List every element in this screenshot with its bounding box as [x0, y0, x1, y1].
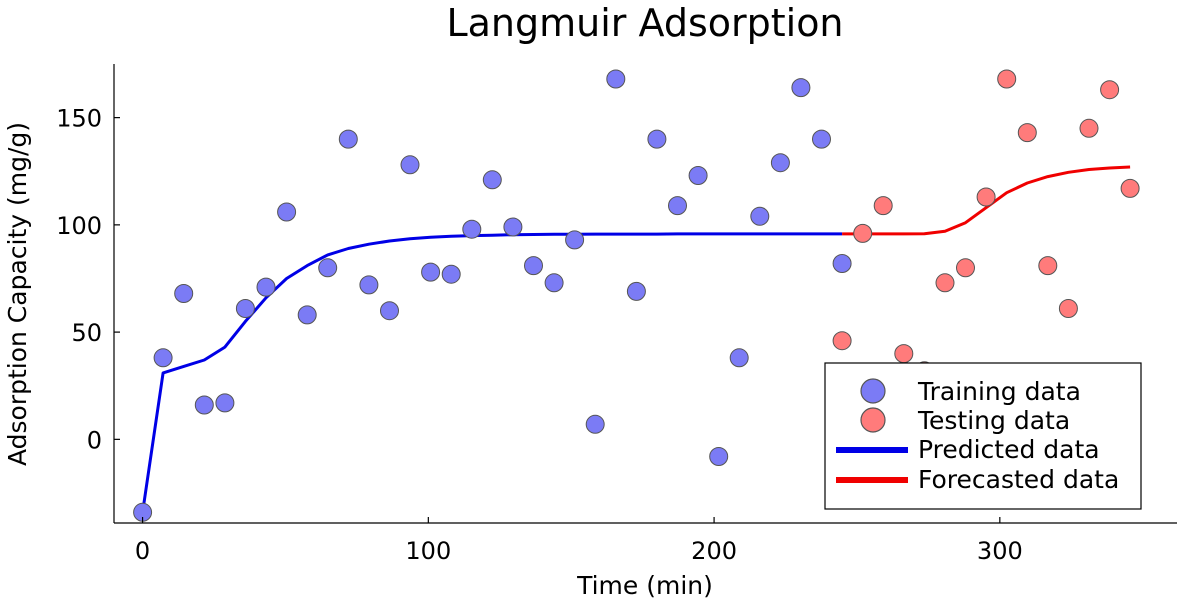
- data-point-training-data: [400, 155, 420, 175]
- data-point-training-data: [565, 230, 585, 250]
- data-point-training-data: [256, 277, 276, 297]
- data-point-training-data: [338, 129, 358, 149]
- legend-label-training: Training data: [917, 377, 1081, 406]
- data-point-training-data: [585, 414, 605, 434]
- x-tick-label: 300: [977, 537, 1023, 565]
- data-point-training-data: [729, 348, 749, 368]
- y-tick-label: 0: [87, 426, 102, 454]
- data-point-testing-data: [976, 187, 996, 207]
- series-line-forecasted-data: [842, 165, 1131, 236]
- data-point-training-data: [194, 395, 214, 415]
- ticks: 0 100 200 300 0 50 100 150: [56, 105, 1023, 565]
- data-point-training-data: [626, 281, 646, 301]
- data-point-training-data: [318, 258, 338, 278]
- data-point-testing-data: [894, 344, 914, 364]
- data-point-training-data: [297, 305, 317, 325]
- legend-label-testing: Testing data: [917, 406, 1070, 435]
- data-point-testing-data: [935, 273, 955, 293]
- data-point-training-data: [441, 264, 461, 284]
- y-tick-label: 50: [71, 319, 102, 347]
- legend: Training data Testing data Predicted dat…: [824, 362, 1142, 510]
- legend-label-forecasted: Forecasted data: [918, 465, 1119, 494]
- data-point-training-data: [215, 393, 235, 413]
- data-point-training-data: [380, 301, 399, 321]
- data-point-training-data: [544, 273, 564, 293]
- data-point-training-data: [606, 69, 626, 89]
- legend-label-predicted: Predicted data: [918, 435, 1100, 464]
- x-tick-label: 0: [135, 537, 150, 565]
- data-point-training-data: [750, 206, 770, 226]
- data-point-training-data: [174, 284, 194, 303]
- chart-title: Langmuir Adsorption: [446, 1, 843, 45]
- data-point-testing-data: [1017, 123, 1037, 143]
- data-point-training-data: [524, 256, 543, 276]
- series-line-predicted-data: [141, 232, 843, 513]
- data-point-testing-data: [1079, 118, 1099, 138]
- data-point-testing-data: [956, 258, 975, 278]
- x-axis-label: Time (min): [576, 571, 713, 600]
- data-point-training-data: [812, 129, 831, 149]
- data-point-training-data: [668, 196, 687, 216]
- data-point-training-data: [791, 78, 811, 98]
- x-tick-label: 100: [405, 537, 451, 565]
- data-point-training-data: [421, 262, 441, 282]
- legend-marker-testing: [860, 407, 886, 433]
- data-point-training-data: [647, 129, 667, 149]
- data-point-training-data: [277, 202, 297, 222]
- data-point-training-data: [153, 348, 173, 368]
- data-point-testing-data: [853, 223, 873, 243]
- data-point-training-data: [462, 219, 482, 239]
- data-point-training-data: [359, 275, 379, 295]
- data-point-testing-data: [1038, 256, 1058, 276]
- data-point-training-data: [503, 217, 523, 237]
- y-tick-label: 150: [56, 105, 102, 133]
- data-point-testing-data: [873, 196, 893, 216]
- data-point-testing-data: [1058, 299, 1078, 318]
- legend-marker-training: [860, 378, 886, 404]
- data-point-training-data: [235, 299, 255, 318]
- data-point-training-data: [770, 153, 790, 173]
- data-point-testing-data: [1100, 80, 1120, 100]
- x-tick-label: 200: [691, 537, 737, 565]
- data-point-training-data: [688, 166, 708, 185]
- y-axis-label: Adsorption Capacity (mg/g): [3, 122, 32, 466]
- data-point-training-data: [832, 254, 852, 273]
- y-tick-label: 100: [56, 212, 102, 240]
- data-point-testing-data: [997, 69, 1017, 89]
- plot-lines: [141, 165, 1131, 513]
- data-point-testing-data: [1120, 178, 1140, 198]
- data-point-training-data: [482, 170, 502, 190]
- data-point-testing-data: [832, 331, 852, 351]
- data-point-training-data: [709, 447, 729, 466]
